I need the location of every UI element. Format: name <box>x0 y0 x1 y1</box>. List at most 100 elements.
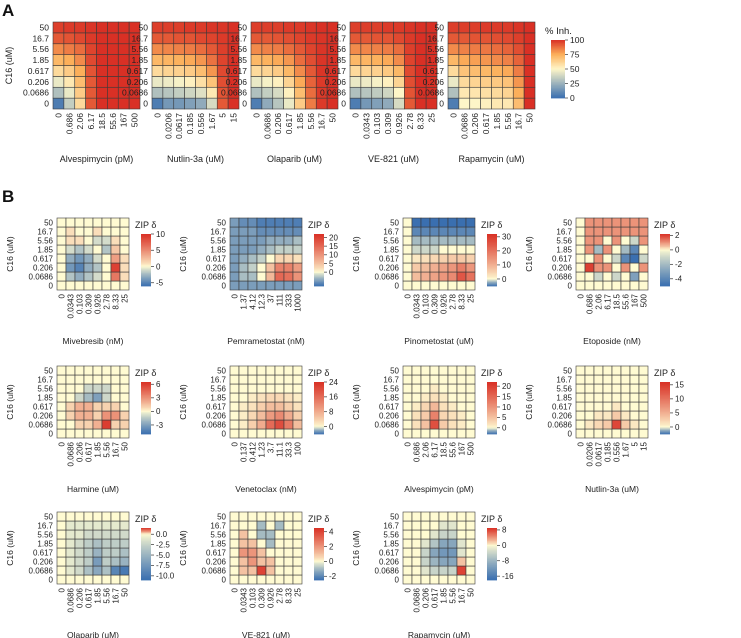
colorbar-segment <box>314 275 324 278</box>
heatmap-cell <box>447 529 458 540</box>
colorbar-segment <box>487 265 497 267</box>
colorbar-segment <box>314 432 324 435</box>
colorbar-segment <box>314 392 324 395</box>
heatmap-cell <box>602 271 613 282</box>
heatmap-cell <box>429 565 440 576</box>
heatmap-cell <box>247 365 258 376</box>
heatmap-cell <box>83 271 94 282</box>
y-tick-label: 0.617 <box>379 402 400 411</box>
heatmap-cell <box>119 217 130 228</box>
heatmap-cell <box>65 419 76 430</box>
heatmap-cell <box>101 520 112 531</box>
heatmap-cell <box>238 262 249 273</box>
colorbar-segment <box>551 66 565 68</box>
colorbar-segment <box>314 402 324 405</box>
heatmap-cell <box>56 383 67 394</box>
heatmap-cell <box>465 565 476 576</box>
heatmap-cell <box>173 32 185 45</box>
heatmap-cell <box>265 365 276 376</box>
heatmap-cell <box>283 271 294 282</box>
colorbar-segment <box>660 384 670 387</box>
colorbar-segment <box>314 569 324 572</box>
heatmap-cell <box>65 280 76 291</box>
x-axis-label: Alvespimycin (pM) <box>60 154 134 164</box>
heatmap-cell <box>65 511 76 522</box>
colorbar-segment <box>141 280 151 283</box>
heatmap-cell <box>575 253 586 264</box>
x-tick-label: 0.206 <box>75 441 84 462</box>
heatmap-cell <box>238 410 249 421</box>
heatmap-cell <box>283 401 294 412</box>
colorbar-segment <box>141 400 151 402</box>
heatmap-cell <box>593 253 604 264</box>
heatmap-cell <box>229 547 240 558</box>
colorbar-segment <box>487 270 497 273</box>
heatmap-cell <box>117 97 130 110</box>
x-tick-label: 167 <box>630 293 639 307</box>
heatmap-cell <box>184 32 196 45</box>
colorbar-segment <box>487 276 497 279</box>
heatmap-cell <box>92 529 103 540</box>
x-tick-label: 5 <box>218 113 228 118</box>
heatmap-cell <box>438 280 449 291</box>
y-tick-label: 0 <box>44 99 49 109</box>
heatmap-cell <box>315 21 328 34</box>
colorbar-segment <box>660 404 670 406</box>
heatmap-cell <box>256 410 267 421</box>
colorbar-segment <box>487 257 497 260</box>
heatmap-cell <box>92 253 103 264</box>
heatmap-cell <box>283 383 294 394</box>
heatmap-cell <box>250 54 263 66</box>
heatmap-cell <box>101 538 112 549</box>
heatmap-cell <box>63 32 76 45</box>
heatmap-cell <box>101 226 112 237</box>
heatmap-cell <box>247 271 258 282</box>
colorbar-segment <box>314 387 324 389</box>
colorbar-segment <box>660 260 670 262</box>
heatmap-cell <box>620 365 631 376</box>
heatmap-cell <box>465 538 476 549</box>
x-axis-label: Rapamycin (uM) <box>408 630 471 638</box>
colorbar-segment <box>487 275 497 278</box>
heatmap-cell <box>274 226 285 237</box>
colorbar-segment <box>314 409 324 411</box>
heatmap-cell <box>465 511 476 522</box>
heatmap-cell <box>447 428 458 439</box>
x-tick-label: 0.309 <box>257 587 266 608</box>
colorbar-segment <box>314 284 324 287</box>
heatmap-cell <box>584 253 595 264</box>
colorbar-segment <box>141 565 151 568</box>
colorbar-segment <box>660 241 670 244</box>
colorbar-segment <box>660 271 670 274</box>
y-tick-label: 0.206 <box>33 411 54 420</box>
colorbar-segment <box>141 414 151 417</box>
x-tick-label: 8.33 <box>457 293 466 309</box>
colorbar-tick-label: -16 <box>502 572 514 581</box>
heatmap-cell <box>119 244 130 255</box>
colorbar-segment <box>314 282 324 284</box>
x-tick-label: 0.0686 <box>66 441 75 466</box>
heatmap-cell <box>283 235 294 246</box>
heatmap-cell <box>292 538 303 549</box>
x-tick-label: 1.85 <box>93 587 102 603</box>
heatmap-cell <box>429 374 440 385</box>
heatmap-cell <box>96 32 108 45</box>
heatmap-cell <box>371 32 383 45</box>
colorbar-segment <box>314 384 324 387</box>
y-tick-label: 50 <box>217 512 226 521</box>
x-tick-label: 55.6 <box>621 293 630 309</box>
y-tick-label: 50 <box>435 22 445 32</box>
heatmap-cell <box>593 383 604 394</box>
colorbar-segment <box>551 50 565 52</box>
x-tick-label: 0.185 <box>185 113 195 135</box>
heatmap-cell <box>238 253 249 264</box>
colorbar-segment <box>487 414 497 417</box>
colorbar-segment <box>141 393 151 396</box>
x-tick-label: 0.0686 <box>66 587 75 612</box>
heatmap-cell <box>83 244 94 255</box>
heatmap-cell <box>620 401 631 412</box>
x-tick-label: 0 <box>403 587 412 592</box>
heatmap-cell <box>292 262 303 273</box>
heatmap-cell <box>429 511 440 522</box>
